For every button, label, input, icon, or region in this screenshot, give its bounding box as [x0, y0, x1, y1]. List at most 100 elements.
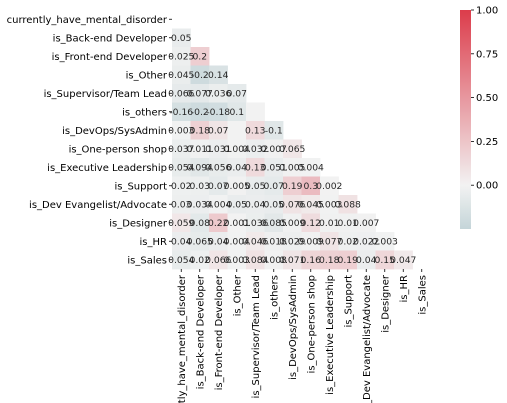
cell-annotation: 0.037: [168, 144, 194, 155]
cell-annotation: 0.15: [375, 255, 396, 266]
cell-annotation: 0.002: [316, 181, 342, 192]
heatmap-cell: [172, 250, 191, 270]
cell-annotation: 0.076: [279, 200, 305, 211]
cell-annotation: 0.18: [190, 126, 211, 137]
cell-annotation: 0.018: [261, 237, 287, 248]
x-tick-label: is_Supervisor/Team Lead: [251, 275, 262, 398]
heatmap-cell: [172, 84, 191, 103]
heatmap-cell: [264, 232, 284, 251]
heatmap-cell: [246, 102, 265, 122]
heatmap-cell: [190, 158, 210, 177]
cell-annotation: 0.04: [227, 163, 248, 174]
cell-annotation: 0.051: [261, 163, 287, 174]
y-tick-label: is_Back-end Developer: [53, 33, 168, 44]
cell-annotation: 0.004: [205, 200, 231, 211]
y-tick-label: is_Executive Leadership: [47, 163, 167, 174]
heatmap-cell: [209, 84, 228, 103]
cell-annotation: -0.1: [265, 126, 283, 137]
x-tick-label: is_Other: [232, 274, 243, 316]
heatmap-cell: [283, 139, 302, 159]
heatmap-cell: [227, 250, 247, 270]
cell-annotation: 0.12: [301, 218, 321, 229]
cell-annotation: 0.003: [372, 237, 398, 248]
heatmap-cell: [338, 195, 358, 214]
heatmap-cell: [209, 250, 228, 270]
heatmap-cell: [190, 195, 210, 214]
heatmap-cell: [227, 139, 247, 159]
heatmap-cell: [301, 158, 321, 177]
heatmap-cell: [209, 232, 228, 251]
heatmap-cell: [172, 176, 191, 196]
heatmap-cell: [320, 195, 339, 214]
colorbar: 1.00 0.75 0.50 0.25 0.00: [460, 6, 498, 229]
cell-annotation: 0.19: [338, 255, 359, 266]
y-tick-label: is_Designer: [109, 218, 168, 229]
heatmap-cell: [357, 213, 376, 233]
x-tick-label: is_Dev Evangelist/Advocate: [362, 275, 373, 403]
x-tick-label: is_One-person shop: [306, 275, 317, 373]
heatmap-cell: [172, 158, 191, 177]
heatmap-cell: [283, 158, 302, 177]
heatmap-cell: [301, 232, 321, 251]
colorbar-tick-label: 1.00: [476, 6, 498, 17]
heatmap-cell: [246, 250, 265, 270]
heatmap-cell: [172, 195, 191, 214]
heatmap-cell: [301, 195, 321, 214]
heatmap-cell: [209, 102, 228, 122]
heatmap-cell: [246, 176, 265, 196]
cell-annotation: 0.05: [227, 200, 248, 211]
colorbar-tick-label: 0.75: [476, 49, 498, 60]
heatmap-cell: [283, 176, 302, 196]
heatmap-cell: [172, 47, 191, 66]
cell-annotation: 0.005: [224, 181, 250, 192]
heatmap-cell: [227, 176, 247, 196]
cell-annotation: 0.13: [245, 126, 266, 137]
heatmap-cell: [320, 232, 339, 251]
cell-annotation: 0.18: [319, 255, 340, 266]
heatmap-cell: [209, 195, 228, 214]
x-tick-label: is_Front-end Developer: [214, 274, 225, 390]
cell-annotation: 0.004: [224, 237, 250, 248]
heatmap-cell: [301, 250, 321, 270]
heatmap-cell: [283, 250, 302, 270]
colorbar-ticks: 1.00 0.75 0.50 0.25 0.00: [471, 6, 498, 192]
x-tick-label: is_Back-end Developer: [195, 274, 206, 389]
heatmap-cell: [227, 232, 247, 251]
heatmap-cell: [190, 176, 210, 196]
heatmap-cell: [209, 158, 228, 177]
cell-annotation: 0.3: [303, 181, 318, 192]
cell-annotation: 0.07: [227, 89, 248, 100]
cell-annotation: 0.07: [208, 126, 229, 137]
heatmap-cell: [172, 139, 191, 159]
y-tick-label: is_Supervisor/Team Lead: [44, 89, 167, 100]
heatmap-cell: [172, 213, 191, 233]
heatmap-cell: [190, 121, 210, 140]
cell-annotation: 0.01: [319, 218, 339, 229]
heatmap-cell: [190, 47, 210, 66]
y-tick-label: is_Other: [126, 70, 168, 81]
cell-annotation: 0.085: [261, 218, 287, 229]
cell-annotation: 0.032: [242, 144, 268, 155]
heatmap-cell: [375, 250, 395, 270]
heatmap-cell: [357, 232, 376, 251]
cell-annotation: 0.003: [168, 126, 194, 137]
cell-annotation: 0.007: [353, 218, 379, 229]
heatmap-cell: [190, 139, 210, 159]
heatmap-cell: [227, 158, 247, 177]
cell-annotation: 0.094: [187, 163, 213, 174]
heatmap-cell: [172, 121, 191, 140]
cell-annotation: 0.007: [261, 144, 287, 155]
cell-annotation: 0.01: [338, 218, 358, 229]
heatmap-cell: [283, 213, 302, 233]
x-tick-label: is_others: [269, 275, 280, 320]
cell-annotation: 0.04: [356, 255, 377, 266]
cell-annotation: 0.003: [316, 200, 342, 211]
cell-annotation: 0.19: [282, 181, 303, 192]
cell-annotation: 0.004: [224, 144, 250, 155]
x-tick-label: is_DevOps/SysAdmin: [288, 275, 299, 380]
heatmap-cell: [246, 213, 265, 233]
heatmap-cell: [209, 121, 228, 140]
heatmap-cell: [246, 158, 265, 177]
cell-annotation: 0.04: [208, 237, 229, 248]
